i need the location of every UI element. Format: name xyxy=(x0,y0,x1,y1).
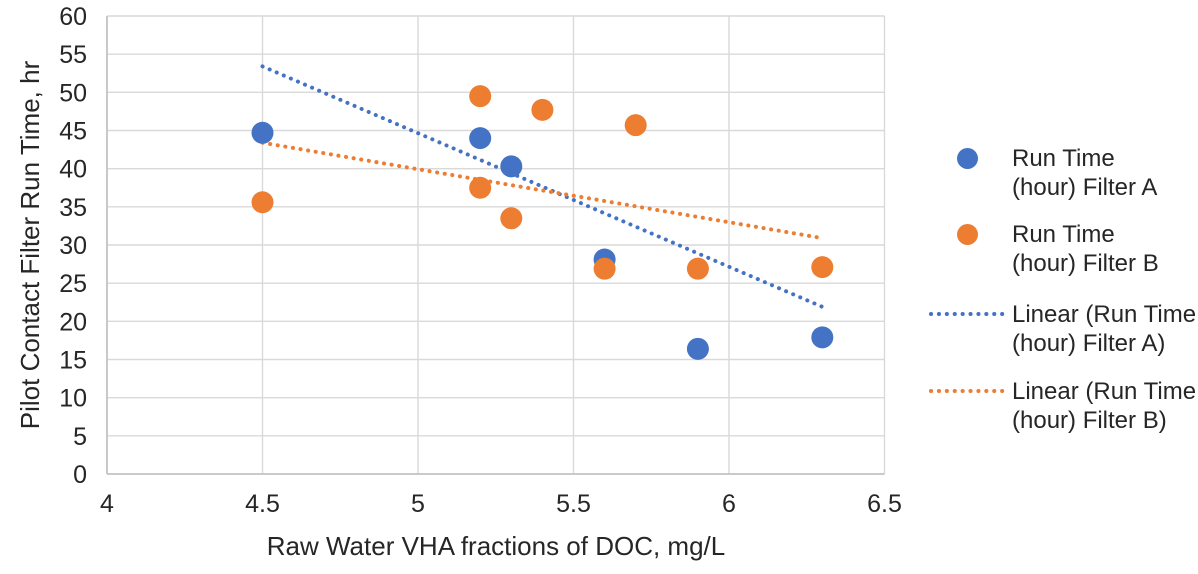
scatter-series-filter-a xyxy=(251,121,834,360)
scatter-point-filter-b xyxy=(686,257,709,280)
x-tick-label: 4 xyxy=(100,490,114,518)
gridlines xyxy=(106,15,886,475)
y-tick-label: 20 xyxy=(59,308,87,336)
x-tick-label: 4.5 xyxy=(245,490,280,518)
scatter-series-filter-b xyxy=(251,85,834,280)
y-tick-label: 0 xyxy=(73,461,87,489)
scatter-point-filter-b xyxy=(531,98,554,121)
scatter-point-filter-a xyxy=(469,127,492,150)
x-tick-label: 6 xyxy=(722,490,736,518)
scatter-point-filter-b xyxy=(469,176,492,199)
scatter-point-filter-a xyxy=(686,337,709,360)
y-axis-title: Pilot Contact Filter Run Time, hr xyxy=(15,60,45,430)
y-tick-label: 50 xyxy=(59,79,87,107)
y-tick-label: 30 xyxy=(59,232,87,260)
scatter-point-filter-b xyxy=(624,114,647,137)
y-tick-label: 10 xyxy=(59,385,87,413)
y-tick-label: 40 xyxy=(59,156,87,184)
x-axis-title: Raw Water VHA fractions of DOC, mg/L xyxy=(266,531,726,561)
tick-labels: 0 5 10 15 20 25 30 35 40 45 50 55 60 4 4.5 5 5.5 6 6.5 xyxy=(59,3,902,518)
scatter-point-filter-b xyxy=(251,191,274,214)
y-tick-label: 5 xyxy=(73,423,87,451)
scatter-point-filter-b xyxy=(811,256,834,279)
trendline-filter-b xyxy=(260,140,825,241)
scatter-point-filter-a xyxy=(251,121,274,144)
y-tick-label: 35 xyxy=(59,194,87,222)
y-tick-label: 45 xyxy=(59,118,87,146)
scatter-point-filter-b xyxy=(469,85,492,108)
x-tick-label: 6.5 xyxy=(867,490,902,518)
scatter-point-filter-a xyxy=(500,155,523,178)
y-tick-label: 25 xyxy=(59,270,87,298)
scatter-point-filter-a xyxy=(811,326,834,349)
y-tick-label: 15 xyxy=(59,347,87,375)
y-tick-label: 55 xyxy=(59,41,87,69)
scatter-point-filter-b xyxy=(500,207,523,230)
y-tick-label: 60 xyxy=(59,3,87,31)
x-tick-label: 5 xyxy=(411,490,425,518)
scatter-point-filter-b xyxy=(593,257,616,280)
trendline-filter-a xyxy=(260,64,825,309)
x-tick-label: 5.5 xyxy=(556,490,591,518)
